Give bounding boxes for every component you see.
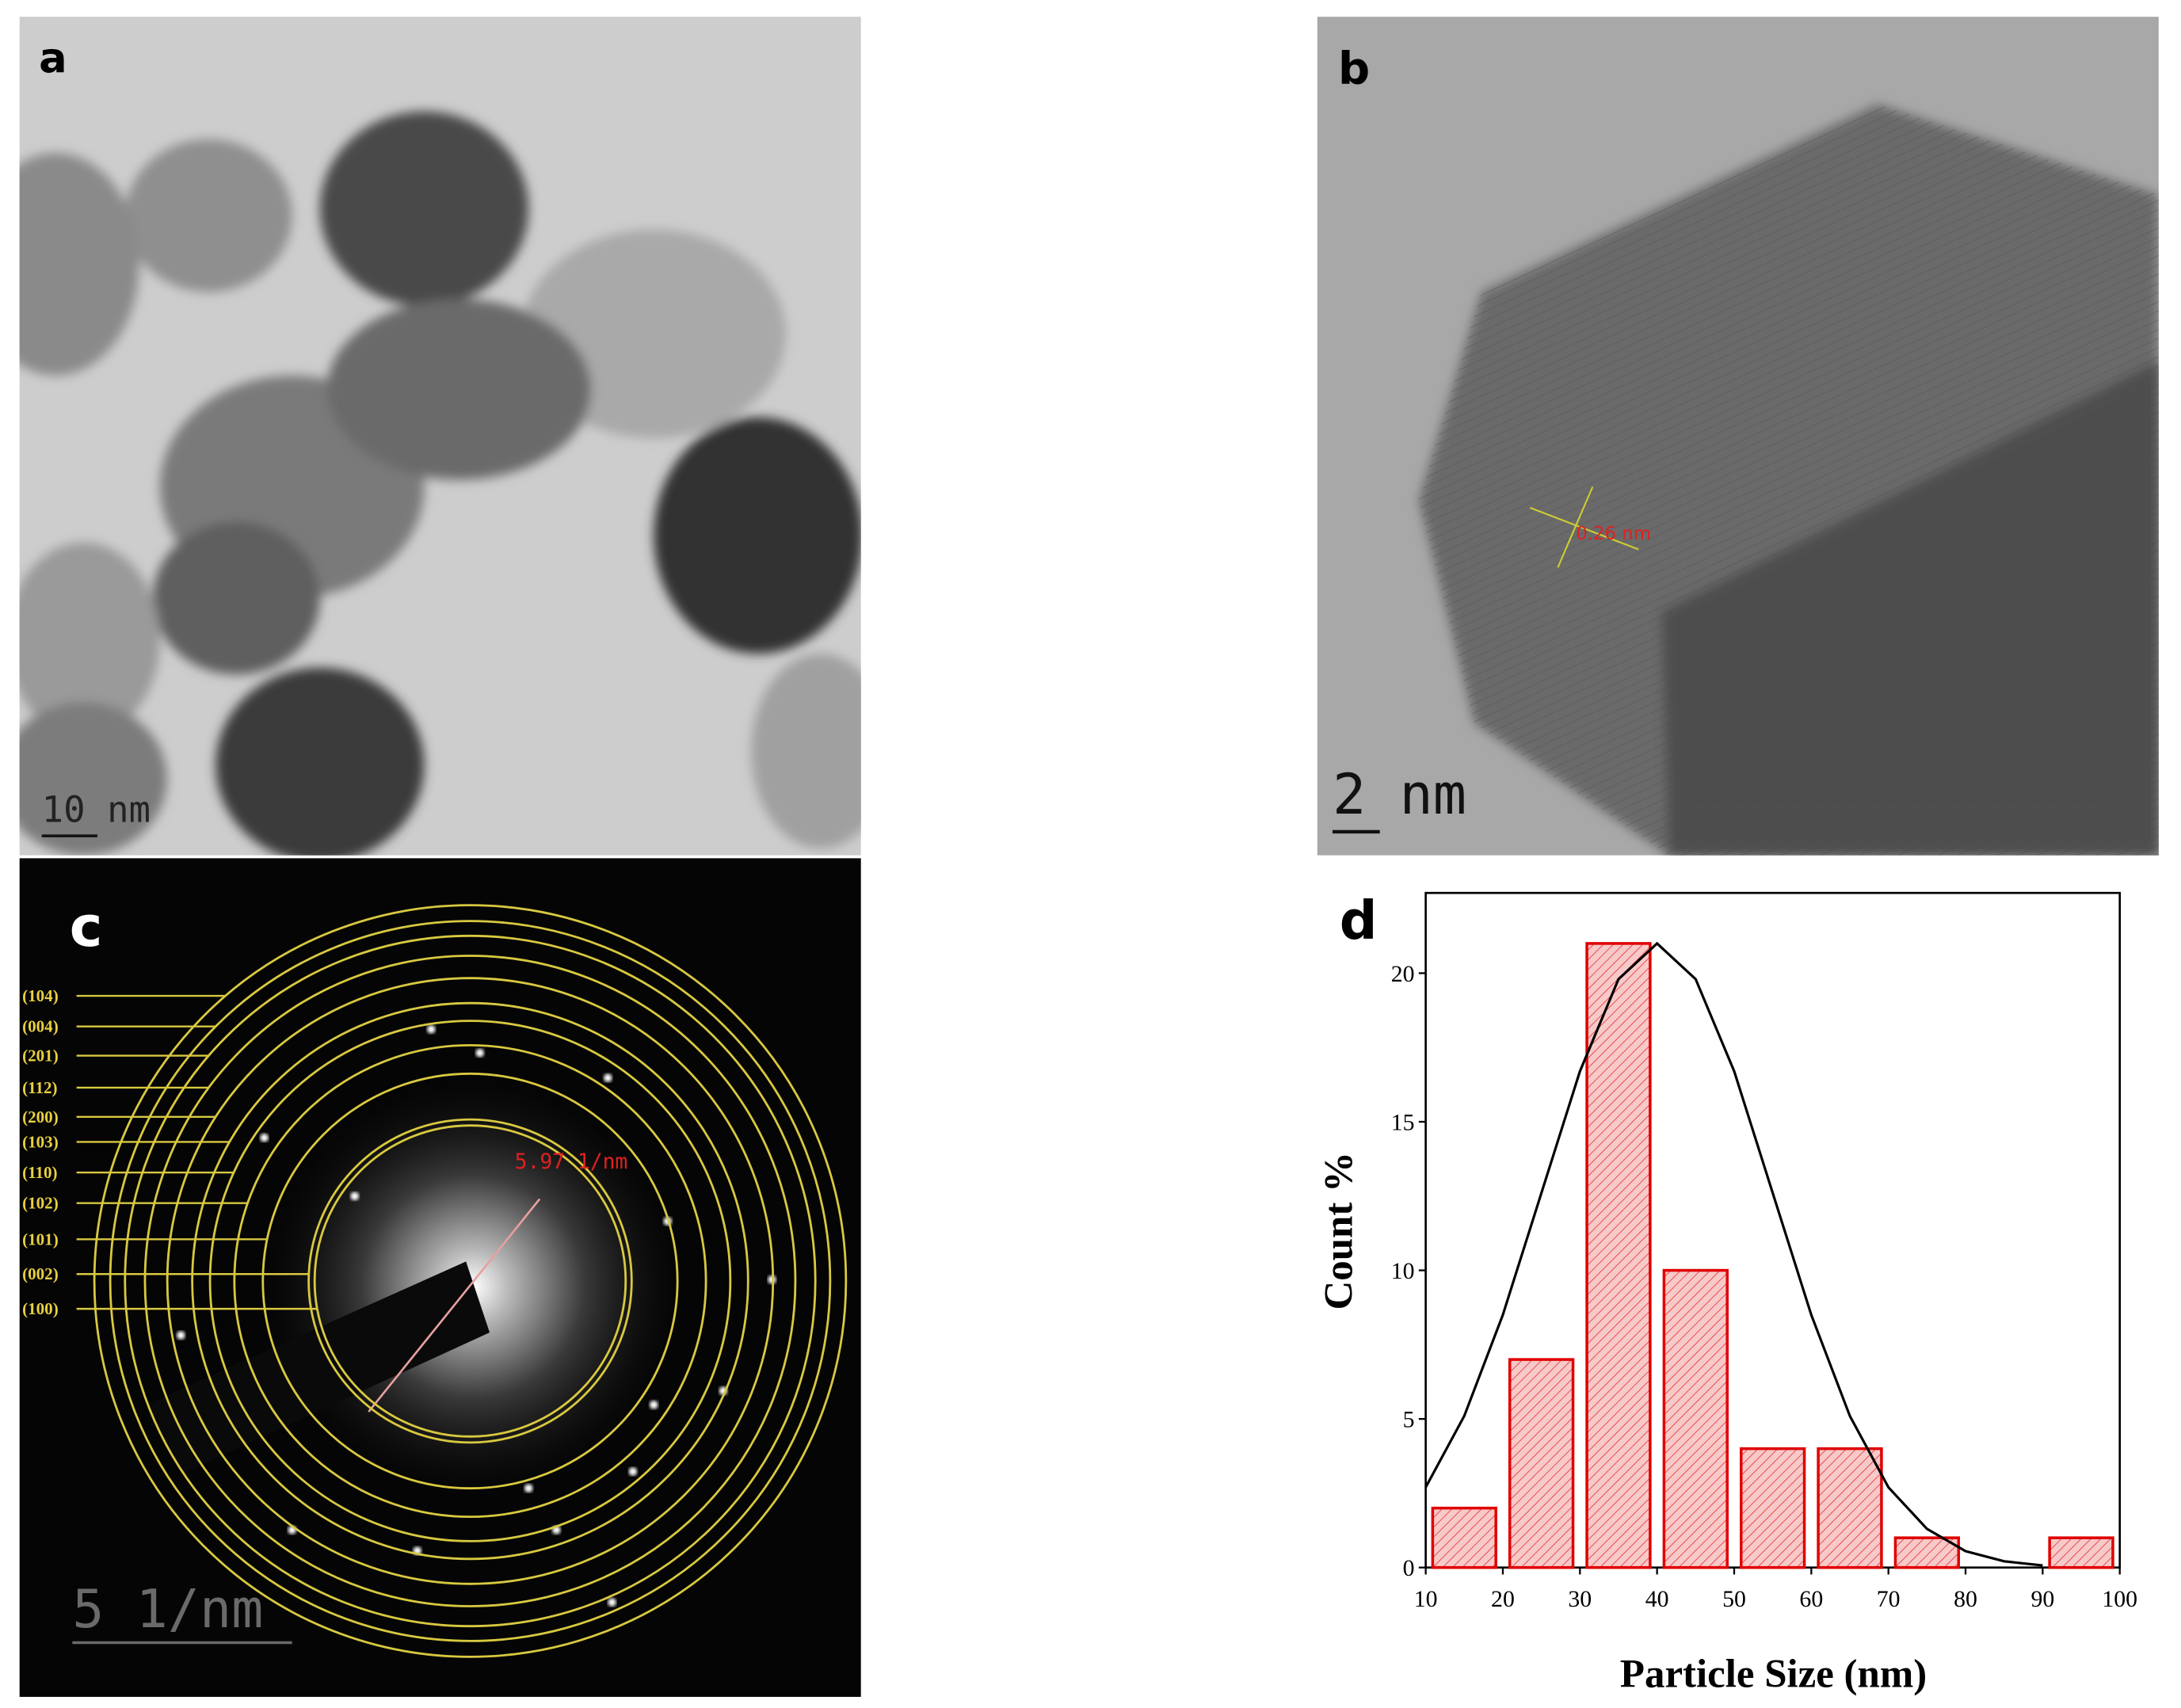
index-label: (103) xyxy=(22,1132,59,1151)
bar xyxy=(1508,1358,1575,1569)
diffraction-ring xyxy=(191,1001,749,1561)
diffraction-spot xyxy=(608,1598,616,1607)
diffraction-spot xyxy=(524,1484,533,1493)
y-tick-label: 5 xyxy=(1403,1407,1415,1433)
x-tick-label: 100 xyxy=(2102,1586,2137,1612)
index-label: (201) xyxy=(22,1047,59,1066)
x-tick-label: 30 xyxy=(1568,1586,1592,1612)
diffraction-ring xyxy=(307,1118,633,1444)
fit-curve xyxy=(1424,941,2043,1567)
panel-label: d xyxy=(1340,890,1378,951)
index-label: (101) xyxy=(22,1230,59,1249)
measure-line xyxy=(1529,506,1639,551)
x-tick-label: 40 xyxy=(1645,1586,1669,1612)
bar xyxy=(1585,942,1652,1569)
panel-label: c xyxy=(70,894,103,959)
scale-bar-label: 5 1/nm xyxy=(72,1578,263,1640)
index-label: (104) xyxy=(22,986,59,1005)
measure-line xyxy=(368,1198,541,1413)
panel-c-image xyxy=(19,858,861,1697)
panel-a-image xyxy=(19,17,861,856)
diffraction-ring xyxy=(124,934,817,1628)
y-tick-label: 15 xyxy=(1391,1110,1415,1136)
diffraction-ring xyxy=(93,904,848,1658)
x-tick-label: 10 xyxy=(1414,1586,1438,1612)
measurement-label: 0.26 nm xyxy=(1576,524,1651,544)
measurement-label: 5.97 1/nm xyxy=(515,1150,628,1174)
diffraction-spot xyxy=(177,1331,185,1340)
diffraction-spot xyxy=(350,1191,360,1201)
diffraction-spot xyxy=(260,1133,269,1142)
index-label: (112) xyxy=(22,1078,57,1097)
diffraction-spot xyxy=(604,1073,612,1082)
scale-bar-label: 10 nm xyxy=(42,789,151,831)
diffraction-ring xyxy=(109,920,832,1642)
diffraction-spot xyxy=(475,1048,485,1058)
measure-line xyxy=(1557,486,1594,568)
diffraction-ring xyxy=(313,1124,627,1438)
index-label: (200) xyxy=(22,1108,59,1127)
x-tick-label: 90 xyxy=(2030,1586,2054,1612)
index-label: (004) xyxy=(22,1017,59,1036)
x-tick-label: 80 xyxy=(1954,1586,1977,1612)
panel-b-image xyxy=(1317,17,2159,856)
y-tick-label: 20 xyxy=(1391,961,1415,987)
diffraction-spot xyxy=(427,1024,436,1034)
index-label: (102) xyxy=(22,1194,59,1213)
bar xyxy=(1740,1447,1806,1569)
scale-bar-label: 2 nm xyxy=(1333,762,1466,827)
y-tick-label: 10 xyxy=(1391,1258,1415,1284)
bar xyxy=(2048,1536,2114,1569)
x-tick-label: 70 xyxy=(1877,1586,1901,1612)
diffraction-spot xyxy=(649,1400,658,1409)
x-tick-label: 20 xyxy=(1491,1586,1515,1612)
y-tick-label: 0 xyxy=(1403,1555,1415,1581)
diffraction-ring xyxy=(208,1020,732,1542)
panel-label: a xyxy=(39,34,67,82)
index-label: (100) xyxy=(22,1299,59,1318)
index-label: (110) xyxy=(22,1163,57,1182)
x-axis-label: Particle Size (nm) xyxy=(1620,1653,1927,1697)
diffraction-ring xyxy=(166,977,775,1585)
y-axis-label: Count % xyxy=(1317,1152,1362,1310)
bar xyxy=(1431,1506,1497,1569)
index-label: (002) xyxy=(22,1264,59,1283)
diffraction-spot xyxy=(628,1467,638,1476)
bar xyxy=(1662,1268,1729,1569)
x-tick-label: 50 xyxy=(1722,1586,1746,1612)
bar xyxy=(1893,1536,1961,1569)
x-tick-label: 60 xyxy=(1799,1586,1823,1612)
panel-label: b xyxy=(1338,43,1370,94)
diffraction-ring xyxy=(261,1072,679,1490)
bar xyxy=(1817,1447,1883,1569)
diffraction-ring xyxy=(143,955,797,1607)
diffraction-ring xyxy=(233,1043,707,1519)
